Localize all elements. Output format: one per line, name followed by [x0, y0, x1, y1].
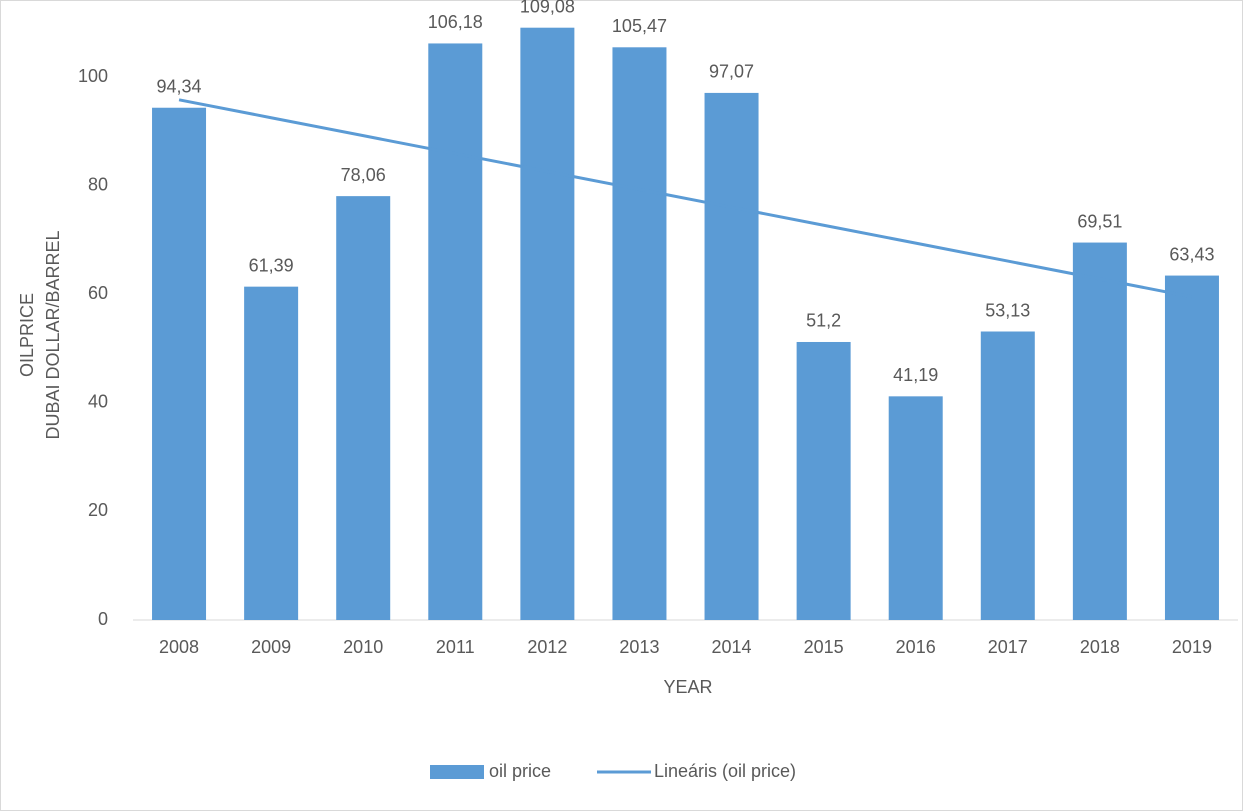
- data-label: 69,51: [1077, 211, 1122, 231]
- x-tick-label: 2011: [436, 637, 475, 657]
- y-tick-label: 100: [78, 66, 108, 86]
- bar: [520, 27, 575, 620]
- x-tick-label: 2018: [1080, 637, 1120, 657]
- data-label: 106,18: [428, 12, 483, 32]
- bar: [796, 341, 851, 620]
- bar: [1072, 242, 1127, 620]
- x-tick-label: 2012: [527, 637, 567, 657]
- x-tick-label: 2016: [896, 637, 936, 657]
- x-tick-label: 2017: [988, 637, 1028, 657]
- data-label: 61,39: [249, 255, 294, 275]
- x-tick-label: 2009: [251, 637, 291, 657]
- y-tick-label: 0: [98, 609, 108, 629]
- x-tick-label: 2013: [619, 637, 659, 657]
- bar: [980, 331, 1035, 620]
- data-label: 53,13: [985, 300, 1030, 320]
- y-axis-title: OILPRICE: [17, 293, 37, 377]
- bar: [612, 47, 667, 620]
- legend-swatch: [430, 765, 484, 779]
- data-label: 109,08: [520, 0, 575, 16]
- bar: [704, 92, 759, 620]
- y-tick-label: 80: [88, 174, 108, 194]
- legend-label: oil price: [489, 761, 551, 781]
- data-label: 41,19: [893, 365, 938, 385]
- y-tick-label: 20: [88, 500, 108, 520]
- bar: [1164, 275, 1219, 620]
- data-label: 94,34: [157, 76, 202, 96]
- data-label: 97,07: [709, 62, 754, 82]
- bar: [336, 196, 391, 620]
- data-label: 63,43: [1169, 244, 1214, 264]
- data-label: 105,47: [612, 16, 667, 36]
- x-tick-label: 2010: [343, 637, 383, 657]
- trendline: [178, 98, 1193, 299]
- legend-label: Lineáris (oil price): [654, 761, 796, 781]
- bar: [152, 107, 207, 620]
- y-tick-label: 40: [88, 392, 108, 412]
- x-tick-label: 2008: [159, 637, 199, 657]
- data-label: 78,06: [341, 165, 386, 185]
- data-label: 51,2: [806, 311, 841, 331]
- x-axis-title: YEAR: [663, 677, 712, 697]
- bar: [888, 396, 943, 620]
- x-tick-label: 2015: [804, 637, 844, 657]
- y-axis-title: DUBAI DOLLAR/BARREL: [43, 230, 63, 439]
- x-tick-label: 2014: [712, 637, 752, 657]
- bar: [244, 286, 299, 620]
- bar: [428, 43, 483, 620]
- y-tick-label: 60: [88, 283, 108, 303]
- x-tick-label: 2019: [1172, 637, 1212, 657]
